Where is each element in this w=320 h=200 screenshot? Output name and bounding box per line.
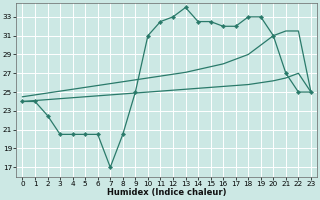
X-axis label: Humidex (Indice chaleur): Humidex (Indice chaleur) <box>107 188 227 197</box>
